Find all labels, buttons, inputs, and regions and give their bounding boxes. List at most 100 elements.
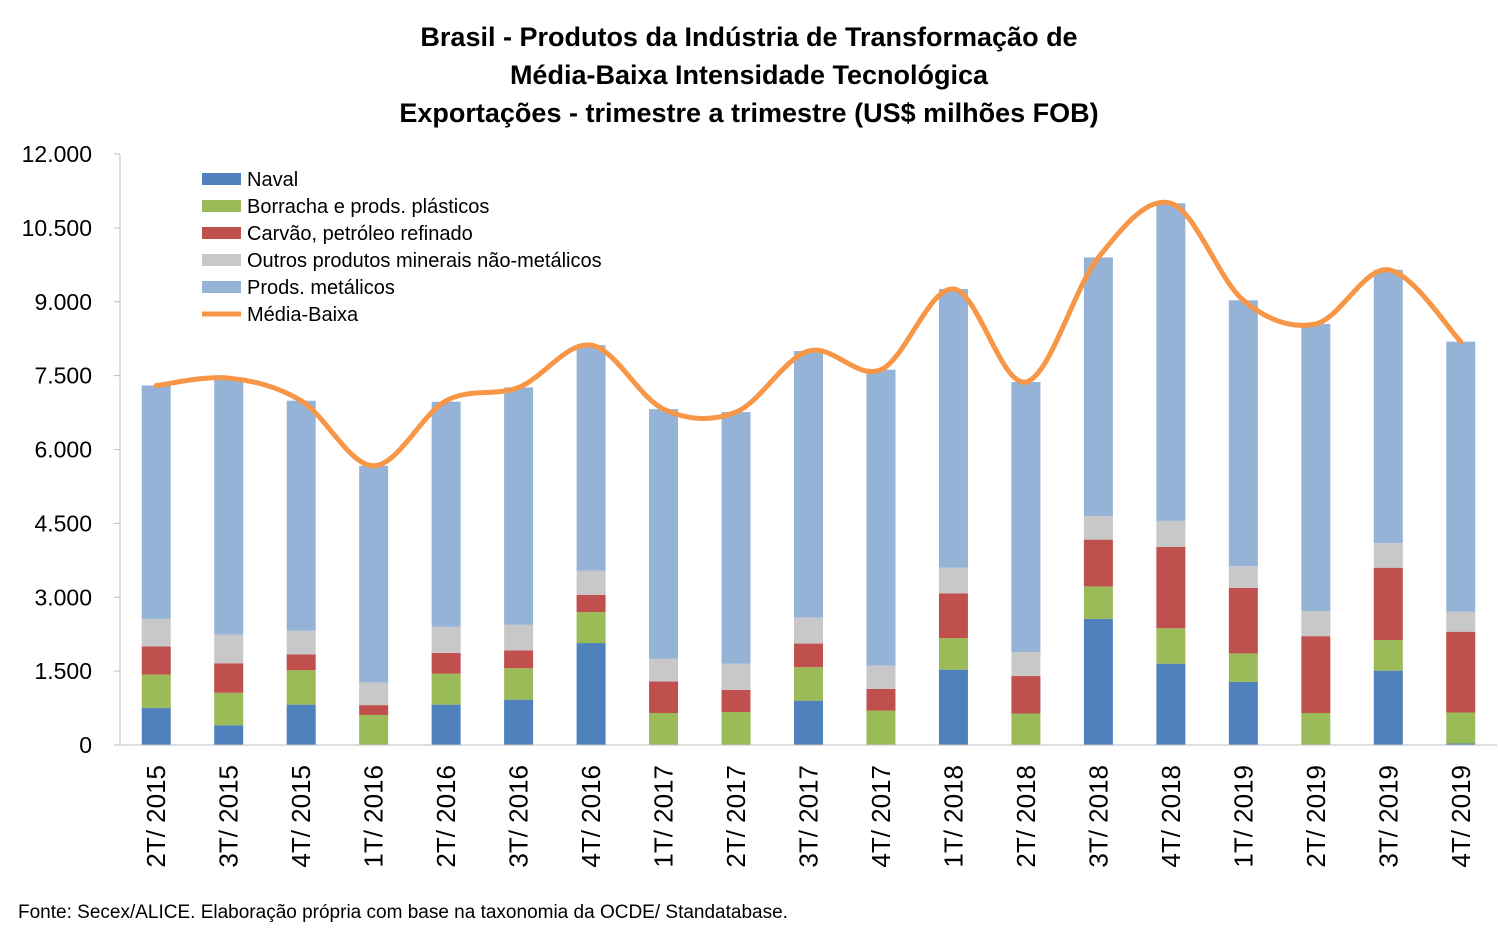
legend: Naval Borracha e prods. plásticos Carvão, … <box>202 169 602 326</box>
bar-segment <box>866 369 896 666</box>
bar-segment <box>504 699 534 745</box>
bar-segment <box>938 669 968 745</box>
bar-segment <box>938 288 968 568</box>
bar-stack <box>1446 341 1476 745</box>
bar-segment <box>1301 636 1331 713</box>
legend-swatch <box>202 200 241 212</box>
x-category-label: 4T/ 2016 <box>576 765 606 868</box>
bar-segment <box>359 714 389 745</box>
bar-segment <box>286 670 316 705</box>
bar-segment <box>794 643 823 668</box>
bar-stack <box>1228 300 1258 745</box>
bar-segment <box>1156 547 1186 629</box>
bar-stack <box>576 345 606 745</box>
bar-segment <box>1228 653 1258 682</box>
bar-stack <box>214 378 244 745</box>
bar-segment <box>1011 382 1041 652</box>
bar-segment <box>1011 676 1041 714</box>
bar-segment <box>1446 712 1476 744</box>
bar-segment <box>1373 567 1403 641</box>
x-category-label: 1T/ 2016 <box>359 765 389 868</box>
legend-item: Naval <box>202 169 298 191</box>
bar-segment <box>721 663 751 690</box>
bar-segment <box>938 593 968 639</box>
bar-segment <box>504 650 534 669</box>
x-category-label: 3T/ 2015 <box>214 765 244 868</box>
x-category-label: 2T/ 2019 <box>1301 765 1331 868</box>
bar-segment <box>866 688 896 711</box>
bar-segment <box>576 594 606 613</box>
x-category-label: 4T/ 2015 <box>286 765 316 868</box>
bar-segment <box>1446 743 1476 745</box>
bar-segment <box>1083 618 1113 745</box>
bar-segment <box>649 681 679 713</box>
bar-segment <box>1083 257 1113 516</box>
bar-segment <box>286 654 316 671</box>
bar-segment <box>1301 611 1331 637</box>
bar-stack <box>794 351 823 745</box>
bar-stack <box>1156 203 1186 745</box>
bar-segment <box>794 617 823 644</box>
legend-label: Borracha e prods. plásticos <box>247 196 489 218</box>
bar-segment <box>214 634 244 664</box>
chart-title-line-2: Média-Baixa Intensidade Tecnológica <box>509 60 989 90</box>
bar-stack <box>866 369 896 745</box>
x-category-label: 3T/ 2016 <box>504 765 534 868</box>
y-tick-label: 1.500 <box>34 658 92 684</box>
bar-segment <box>576 643 606 745</box>
x-category-label: 1T/ 2017 <box>649 765 679 868</box>
bar-segment <box>1083 515 1113 540</box>
x-category-label: 1T/ 2019 <box>1228 765 1258 868</box>
bar-stack <box>1373 269 1403 745</box>
legend-label: Outros produtos minerais não-metálicos <box>247 250 602 272</box>
x-category-label: 2T/ 2017 <box>721 765 751 868</box>
bar-segment <box>721 712 751 745</box>
y-axis: 0 1.500 3.000 4.500 6.000 7.500 9.000 10.500 12.… <box>22 141 121 758</box>
bar-segment <box>141 618 171 647</box>
source-note: Fonte: Secex/ALICE. Elaboração própria c… <box>18 902 788 923</box>
chart-title-line-3: Exportações - trimestre a trimestre (US$… <box>399 98 1099 128</box>
bar-segment <box>504 387 534 625</box>
bar-segment <box>1228 681 1258 745</box>
media-baixa-line <box>153 199 1464 469</box>
bar-stack <box>1083 257 1113 745</box>
bar-segment <box>1446 631 1476 713</box>
x-category-label: 4T/ 2019 <box>1446 765 1476 868</box>
legend-swatch <box>202 281 241 293</box>
bar-segment <box>1011 651 1041 677</box>
legend-label: Média-Baixa <box>247 304 359 326</box>
y-tick-label: 9.000 <box>34 289 92 315</box>
legend-label: Prods. metálicos <box>247 277 395 299</box>
bar-stack <box>504 387 534 745</box>
x-axis: 2T/ 2015 3T/ 2015 4T/ 2015 1T/ 2016 2T/ 2016… <box>120 744 1497 868</box>
bar-segment <box>649 658 679 682</box>
y-tick-label: 3.000 <box>34 584 92 610</box>
bar-segment <box>359 682 389 706</box>
line-series <box>153 199 1464 469</box>
bar-segment <box>649 712 679 745</box>
bar-segment <box>214 663 244 693</box>
x-category-label: 3T/ 2017 <box>794 765 824 868</box>
legend-label: Naval <box>247 169 298 191</box>
bar-segment <box>1083 539 1113 587</box>
bar-segment <box>1373 670 1403 745</box>
x-category-label: 2T/ 2016 <box>431 765 461 868</box>
bar-segment <box>141 674 171 709</box>
x-category-label: 3T/ 2018 <box>1083 765 1113 868</box>
bar-segment <box>1083 586 1113 619</box>
chart-title: Brasil - Produtos da Indústria de Transf… <box>0 18 1498 132</box>
bar-segment <box>576 612 606 644</box>
bar-stack <box>359 465 389 745</box>
bar-stack <box>1301 323 1331 745</box>
bar-segment <box>1446 341 1476 612</box>
bar-segment <box>938 638 968 670</box>
legend-swatch <box>202 173 241 185</box>
bar-segment <box>286 630 316 655</box>
bar-segment <box>866 710 896 745</box>
bar-segment <box>214 692 244 726</box>
bar-stack <box>431 401 461 745</box>
x-category-label: 4T/ 2018 <box>1156 765 1186 868</box>
bar-segment <box>794 667 823 701</box>
legend-item: Carvão, petróleo refinado <box>202 223 473 245</box>
